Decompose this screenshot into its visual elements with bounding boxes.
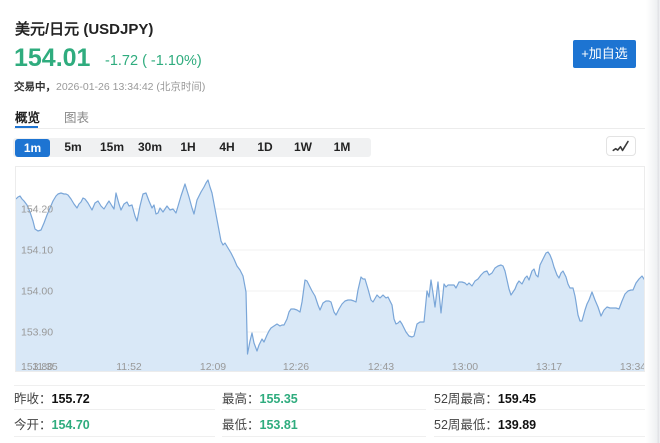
svg-text:153.80: 153.80 bbox=[21, 361, 53, 371]
svg-text:12:43: 12:43 bbox=[368, 361, 394, 371]
svg-text:12:09: 12:09 bbox=[200, 361, 226, 371]
svg-text:11:52: 11:52 bbox=[116, 361, 142, 371]
svg-text:12:26: 12:26 bbox=[283, 361, 309, 371]
svg-text:13:00: 13:00 bbox=[452, 361, 478, 371]
svg-text:13:17: 13:17 bbox=[536, 361, 562, 371]
svg-text:154.10: 154.10 bbox=[21, 245, 53, 257]
svg-text:11:35: 11:35 bbox=[32, 361, 58, 371]
svg-text:154.20: 154.20 bbox=[21, 204, 53, 216]
svg-text:153.90: 153.90 bbox=[21, 327, 53, 339]
svg-text:154.00: 154.00 bbox=[21, 286, 53, 298]
svg-text:13:34: 13:34 bbox=[620, 361, 644, 371]
